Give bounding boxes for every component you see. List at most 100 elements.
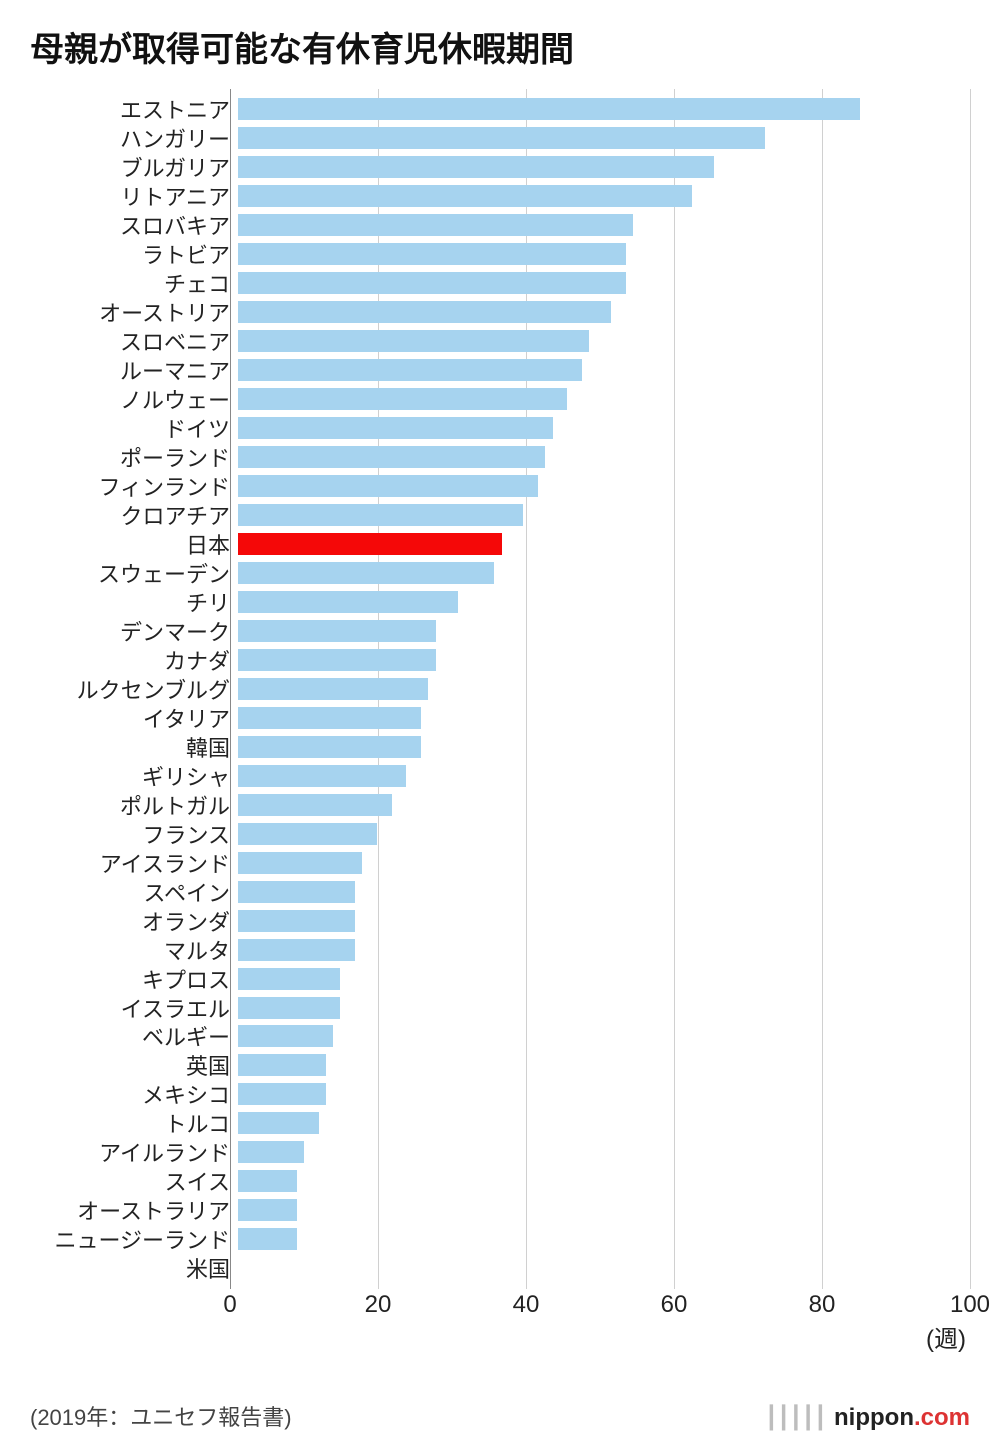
bar bbox=[238, 736, 421, 758]
bar-label: 英国 bbox=[30, 1049, 238, 1081]
bar-track bbox=[238, 997, 970, 1019]
bar-track bbox=[238, 707, 970, 729]
bar-track bbox=[238, 417, 970, 439]
bar-label: イタリア bbox=[30, 702, 238, 734]
bar bbox=[238, 1025, 333, 1047]
bar bbox=[238, 1083, 326, 1105]
bar-row: ポルトガル bbox=[30, 791, 970, 819]
bar-track bbox=[238, 852, 970, 874]
brand: ┃┃┃┃┃ nippon.com bbox=[765, 1404, 970, 1432]
axis-spacer bbox=[30, 1289, 230, 1349]
bar bbox=[238, 1141, 304, 1163]
bar-label: ルクセンブルグ bbox=[30, 673, 238, 705]
bar bbox=[238, 562, 494, 584]
bar bbox=[238, 591, 458, 613]
bar bbox=[238, 823, 377, 845]
bar-label: キプロス bbox=[30, 963, 238, 995]
bar-label: ポーランド bbox=[30, 441, 238, 473]
bar-label: ルーマニア bbox=[30, 354, 238, 386]
x-tick-label: 0 bbox=[223, 1291, 236, 1319]
bar-label: アイルランド bbox=[30, 1136, 238, 1168]
bar-track bbox=[238, 1257, 970, 1279]
bar-label: ポルトガル bbox=[30, 789, 238, 821]
bar bbox=[238, 649, 436, 671]
bar bbox=[238, 185, 692, 207]
bar-track bbox=[238, 272, 970, 294]
bar-row: チェコ bbox=[30, 269, 970, 297]
bar-track bbox=[238, 1112, 970, 1134]
bar bbox=[238, 214, 633, 236]
bar-row: スロベニア bbox=[30, 327, 970, 355]
bar-label: クロアチア bbox=[30, 499, 238, 531]
bar-track bbox=[238, 359, 970, 381]
bar-row: スウェーデン bbox=[30, 559, 970, 587]
bar-label: ラトビア bbox=[30, 238, 238, 270]
page: 母親が取得可能な有休育児休暇期間 エストニアハンガリーブルガリアリトアニアスロバ… bbox=[0, 0, 1000, 1450]
x-tick-label: 40 bbox=[513, 1291, 540, 1319]
bar-track bbox=[238, 243, 970, 265]
bar bbox=[238, 968, 340, 990]
x-tick-label: 60 bbox=[661, 1291, 688, 1319]
bar-track bbox=[238, 939, 970, 961]
bar bbox=[238, 272, 626, 294]
bar-label: 韓国 bbox=[30, 731, 238, 763]
bar-track bbox=[238, 1141, 970, 1163]
footer: (2019年：ユニセフ報告書) ┃┃┃┃┃ nippon.com bbox=[30, 1400, 970, 1432]
bar-row: 米国 bbox=[30, 1254, 970, 1282]
bar-row: ポーランド bbox=[30, 443, 970, 471]
bar-row: オランダ bbox=[30, 907, 970, 935]
bar-label: スイス bbox=[30, 1165, 238, 1197]
bar-label: ベルギー bbox=[30, 1020, 238, 1052]
bar-track bbox=[238, 881, 970, 903]
x-tick-label: 80 bbox=[809, 1291, 836, 1319]
bar bbox=[238, 301, 611, 323]
bar-track bbox=[238, 1025, 970, 1047]
bar-label: フィンランド bbox=[30, 470, 238, 502]
bar bbox=[238, 156, 714, 178]
bar-track bbox=[238, 388, 970, 410]
bar-track bbox=[238, 446, 970, 468]
bar bbox=[238, 127, 765, 149]
brand-text: nippon.com bbox=[834, 1404, 970, 1432]
bar bbox=[238, 620, 436, 642]
bar bbox=[238, 475, 538, 497]
bar-label: トルコ bbox=[30, 1107, 238, 1139]
bar-row: 日本 bbox=[30, 530, 970, 558]
bar-row: アイスランド bbox=[30, 849, 970, 877]
bar-row: ハンガリー bbox=[30, 124, 970, 152]
brand-name: nippon bbox=[834, 1404, 914, 1431]
bar-track bbox=[238, 1199, 970, 1221]
bar bbox=[238, 910, 355, 932]
bar-label: エストニア bbox=[30, 93, 238, 125]
x-tick-label: 20 bbox=[365, 1291, 392, 1319]
bar-track bbox=[238, 678, 970, 700]
bar-label: デンマーク bbox=[30, 615, 238, 647]
bar-track bbox=[238, 533, 970, 555]
bar-row: スイス bbox=[30, 1167, 970, 1195]
bar-row: マルタ bbox=[30, 936, 970, 964]
bar-track bbox=[238, 1228, 970, 1250]
bar-row: オーストリア bbox=[30, 298, 970, 326]
bar-label: スロベニア bbox=[30, 325, 238, 357]
bar-label: ノルウェー bbox=[30, 383, 238, 415]
bars-container: エストニアハンガリーブルガリアリトアニアスロバキアラトビアチェコオーストリアスロ… bbox=[30, 89, 970, 1289]
bar-track bbox=[238, 736, 970, 758]
bar bbox=[238, 1112, 319, 1134]
x-tick-label: 100 bbox=[950, 1291, 990, 1319]
brand-suffix: .com bbox=[914, 1404, 970, 1431]
bar bbox=[238, 939, 355, 961]
bar-label: オランダ bbox=[30, 905, 238, 937]
bar bbox=[238, 446, 545, 468]
bar-track bbox=[238, 910, 970, 932]
bar-label: スペイン bbox=[30, 876, 238, 908]
chart-title: 母親が取得可能な有休育児休暇期間 bbox=[30, 22, 970, 71]
bar-row: クロアチア bbox=[30, 501, 970, 529]
bar-row: ギリシャ bbox=[30, 762, 970, 790]
bar-highlight bbox=[238, 533, 502, 555]
bar-row: ブルガリア bbox=[30, 153, 970, 181]
bar-track bbox=[238, 620, 970, 642]
bar-track bbox=[238, 98, 970, 120]
bar bbox=[238, 707, 421, 729]
bar-row: フランス bbox=[30, 820, 970, 848]
bar-row: フィンランド bbox=[30, 472, 970, 500]
